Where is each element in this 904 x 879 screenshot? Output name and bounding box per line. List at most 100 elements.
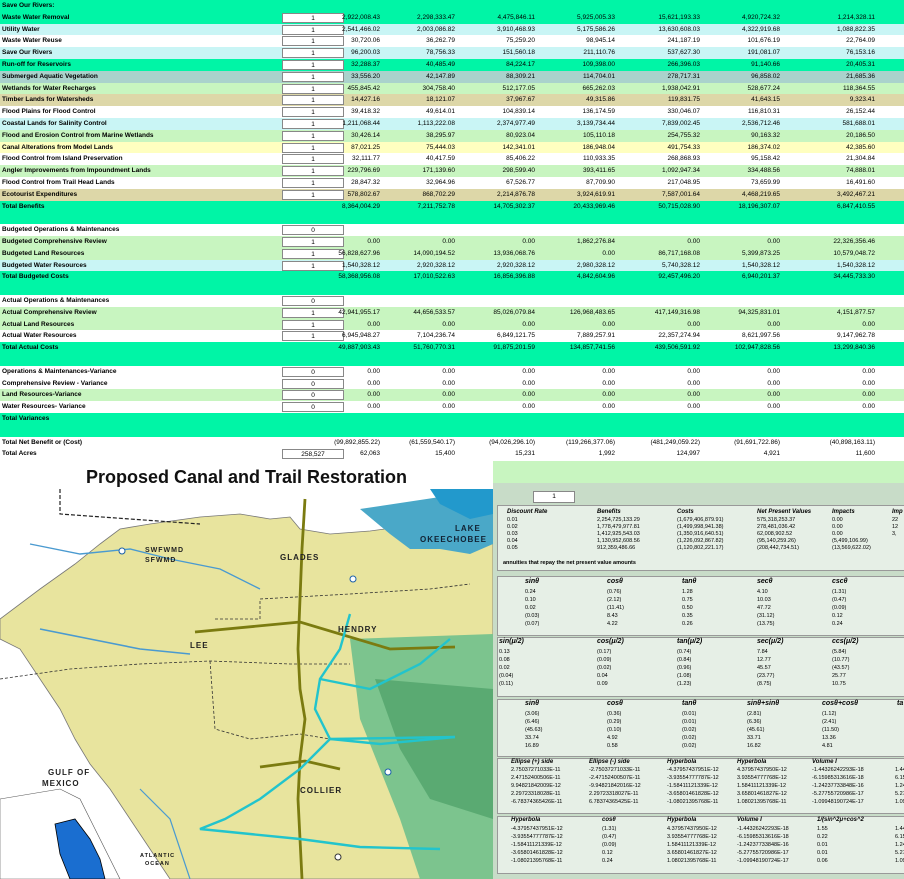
value-cell[interactable]: 0.00 [367, 238, 380, 245]
table-cell[interactable]: (1,679,406,879.91) [677, 517, 724, 523]
value-cell[interactable]: 278,717.31 [667, 72, 700, 80]
table-cell[interactable]: (31.12) [757, 613, 775, 619]
include-flag-cell[interactable]: 1 [282, 71, 344, 82]
value-cell[interactable]: 116,810.31 [747, 108, 780, 116]
value-cell[interactable]: 0.00 [687, 403, 700, 411]
table-cell[interactable]: -1.58411121339E-12 [511, 842, 562, 848]
table-cell[interactable]: 6.159 [895, 834, 904, 840]
table-cell[interactable]: 1.242 [895, 842, 904, 848]
value-cell[interactable]: 49,887,903.43 [338, 344, 380, 352]
value-cell[interactable]: 1,211,068.44 [342, 120, 380, 127]
value-cell[interactable]: 30,426.14 [351, 131, 380, 139]
table-cell[interactable]: 3.93554777768E-12 [737, 775, 787, 781]
value-cell[interactable]: 26,152.44 [846, 108, 875, 116]
value-cell[interactable]: 0.00 [367, 403, 380, 411]
table-cell[interactable]: (1,499,998,941.38) [677, 524, 724, 530]
value-cell[interactable]: 3,910,468.93 [497, 25, 535, 33]
value-cell[interactable] [630, 212, 700, 224]
value-cell[interactable]: 13,299,840.36 [833, 344, 875, 352]
table-cell[interactable]: 0.12 [602, 850, 613, 856]
value-cell[interactable]: 78,756.33 [426, 49, 455, 57]
table-cell[interactable]: 4.81 [822, 743, 833, 749]
value-cell[interactable]: 14,090,194.52 [413, 249, 455, 257]
table-cell[interactable]: 0.00 [832, 517, 843, 523]
value-cell[interactable] [545, 295, 615, 307]
table-cell[interactable]: (3.06) [525, 711, 540, 717]
value-cell[interactable]: 124,997 [676, 450, 701, 458]
table-cell[interactable]: (0.47) [602, 834, 617, 840]
table-cell[interactable]: -2.75037271033E-11 [589, 767, 641, 773]
value-cell[interactable] [630, 425, 700, 437]
value-cell[interactable]: 304,758.40 [422, 84, 455, 92]
value-cell[interactable]: 75,259.20 [506, 37, 535, 45]
value-cell[interactable]: 4,475,846.11 [497, 13, 535, 21]
table-cell[interactable]: (1.08) [677, 673, 692, 679]
include-flag-cell[interactable]: 1 [282, 142, 344, 153]
value-cell[interactable]: 51,760,770.31 [413, 344, 455, 352]
value-cell[interactable]: 6,847,410.55 [837, 202, 875, 210]
value-cell[interactable]: 1,938,042.91 [662, 84, 700, 92]
value-cell[interactable] [805, 283, 875, 295]
value-cell[interactable] [385, 212, 455, 224]
value-cell[interactable]: 13,630,608.03 [658, 25, 700, 33]
value-cell[interactable]: 3,924,619.91 [577, 190, 615, 198]
table-cell[interactable]: 0.24 [832, 621, 843, 627]
value-cell[interactable]: 8,364,004.29 [342, 202, 380, 210]
value-cell[interactable]: (119,266,377.06) [565, 438, 615, 446]
table-cell[interactable]: 3, [892, 531, 897, 537]
table-cell[interactable]: (0.47) [832, 597, 847, 603]
table-cell[interactable]: (208,442,734.51) [757, 545, 799, 551]
value-cell[interactable]: 9,147,962.78 [837, 332, 875, 340]
include-flag-cell[interactable]: 1 [282, 189, 344, 200]
value-cell[interactable] [710, 283, 780, 295]
value-cell[interactable]: 6,940,201.37 [742, 273, 780, 281]
table-cell[interactable]: 6.78374365425E-11 [589, 799, 639, 805]
table-cell[interactable]: 0.03 [507, 531, 518, 537]
table-cell[interactable]: 3.65801461827E-12 [667, 850, 717, 856]
value-cell[interactable]: 95,158.42 [751, 155, 780, 163]
table-cell[interactable]: 33.71 [747, 735, 761, 741]
table-cell[interactable]: 16.89 [525, 743, 539, 749]
table-cell[interactable]: (0.01) [682, 711, 697, 717]
table-cell[interactable]: 0.75 [682, 597, 693, 603]
table-cell[interactable]: 3.65801461827E-12 [737, 791, 787, 797]
table-cell[interactable]: 0.01 [507, 517, 518, 523]
table-cell[interactable]: (0.29) [607, 719, 622, 725]
value-cell[interactable]: 136,174.59 [582, 108, 615, 116]
value-cell[interactable] [545, 413, 615, 425]
value-cell[interactable]: 455,845.42 [347, 84, 380, 92]
value-cell[interactable]: 2,541,466.02 [342, 25, 380, 33]
value-cell[interactable] [385, 413, 455, 425]
value-cell[interactable] [630, 283, 700, 295]
table-cell[interactable]: (0.07) [525, 621, 540, 627]
table-cell[interactable]: -3.93554777787E-12 [667, 775, 719, 781]
table-cell[interactable]: (13.75) [757, 621, 775, 627]
table-cell[interactable]: 1,130,952,608.56 [597, 538, 640, 544]
table-cell[interactable]: (43.57) [832, 665, 850, 671]
table-cell[interactable]: -1.44326242293E-18 [812, 767, 864, 773]
table-cell[interactable]: (0.36) [607, 711, 622, 717]
value-cell[interactable]: 7,587,001.64 [662, 190, 700, 198]
table-cell[interactable]: (1,350,916,640.51) [677, 531, 724, 537]
include-flag-cell[interactable]: 1 [282, 248, 344, 259]
include-flag-cell[interactable]: 1 [282, 166, 344, 177]
value-cell[interactable] [465, 295, 535, 307]
value-cell[interactable]: 0.00 [687, 320, 700, 328]
value-cell[interactable]: 0.00 [602, 403, 615, 411]
value-cell[interactable] [630, 0, 700, 12]
value-cell[interactable]: 16,491.60 [846, 179, 875, 186]
include-flag-cell[interactable]: 1 [282, 107, 344, 118]
table-cell[interactable]: (0.17) [597, 649, 612, 655]
value-cell[interactable] [545, 224, 615, 236]
table-cell[interactable]: -6.15985313616E-18 [812, 775, 864, 781]
table-cell[interactable]: 1,412,925,543.03 [597, 531, 640, 537]
value-cell[interactable]: 0.00 [367, 367, 380, 375]
value-cell[interactable]: 5,740,328.12 [662, 261, 700, 269]
value-cell[interactable]: 578,802.67 [347, 190, 380, 198]
table-cell[interactable]: (0.02) [682, 735, 697, 741]
table-cell[interactable]: -1.58411121339E-12 [667, 783, 718, 789]
value-cell[interactable]: 0.00 [367, 391, 380, 399]
value-cell[interactable]: 0.00 [442, 367, 455, 375]
value-cell[interactable]: 2,374,977.49 [497, 120, 535, 127]
table-cell[interactable]: 0.05 [507, 545, 518, 551]
